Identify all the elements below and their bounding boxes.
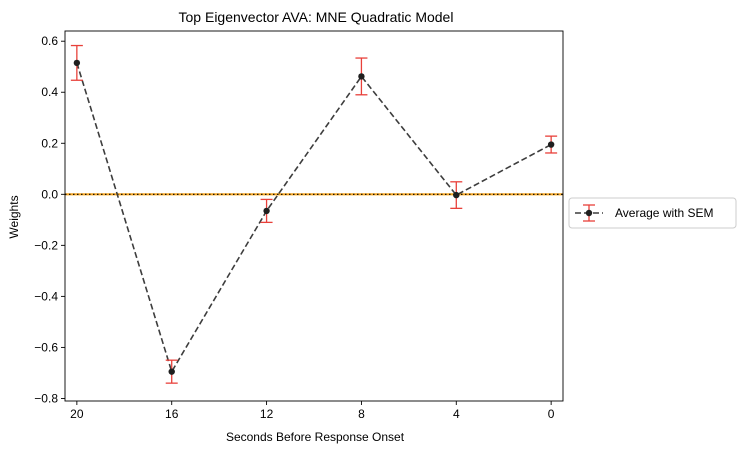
x-tick-label: 12 [260,407,274,421]
y-axis-label: Weights [7,195,21,238]
axes-frame [64,30,564,402]
y-tick-label: −0.4 [34,289,58,303]
y-tick-label: −0.8 [34,391,58,405]
x-tick-label: 0 [548,407,555,421]
y-tick-label: −0.6 [34,340,58,354]
legend-label: Average with SEM [615,206,714,220]
x-tick-label: 16 [165,407,179,421]
chart-title: Top Eigenvector AVA: MNE Quadratic Model [179,9,454,25]
data-point [453,191,460,199]
x-tick-label: 4 [453,407,460,421]
legend-box [568,197,737,229]
data-point [168,368,175,375]
y-tick-label: 0.2 [41,136,58,150]
x-tick-label: 20 [70,407,84,421]
x-tick-label: 8 [358,407,365,421]
y-tick-label: 0.6 [41,34,58,48]
data-point [263,207,270,215]
y-tick-label: 0.4 [41,85,58,99]
data-point [358,73,365,80]
x-axis-label: Seconds Before Response Onset [226,430,405,444]
series-line [76,62,552,374]
data-point [73,59,81,67]
data-point [547,141,555,148]
legend: Average with SEM [568,197,737,229]
legend-marker [585,209,593,217]
y-tick-label: 0.0 [41,187,58,201]
plot-area: −0.8 −0.6 −0.4 −0.2 0.0 0.2 0.4 0.6 20 16 12 8 4 0 Ave… [34,30,737,421]
y-tick-label: −0.2 [34,238,58,252]
